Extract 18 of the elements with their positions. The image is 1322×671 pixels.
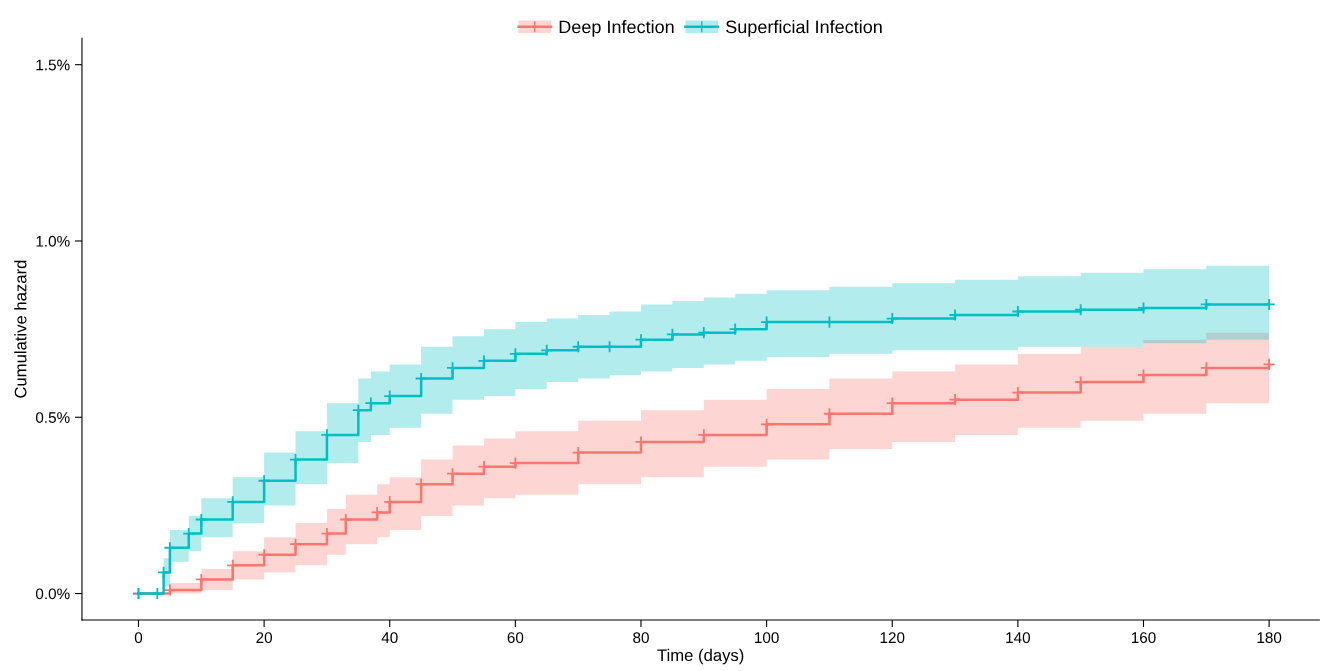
x-tick-label: 40 — [381, 632, 398, 644]
x-tick-label: 140 — [1006, 632, 1031, 644]
x-tick-label: 60 — [507, 632, 524, 644]
x-tick-label: 160 — [1131, 632, 1156, 644]
x-axis-title: Time (days) — [657, 648, 744, 665]
legend-label: Deep Infection — [559, 20, 674, 37]
x-tick-label: 180 — [1257, 632, 1282, 644]
x-tick-label: 0 — [134, 632, 143, 644]
y-tick-label: 1.5% — [36, 59, 70, 71]
y-tick-label: 0.0% — [35, 588, 70, 600]
y-axis-title: Cumulative hazard — [14, 260, 27, 398]
legend-label: Superficial Infection — [726, 20, 882, 37]
x-tick-label: 120 — [880, 632, 905, 644]
x-tick-label: 100 — [755, 632, 779, 644]
x-tick-label: 20 — [256, 632, 273, 644]
x-tick-label: 80 — [633, 632, 649, 644]
y-tick-label: 1.0% — [36, 235, 70, 247]
y-tick-label: 0.5% — [35, 412, 70, 423]
